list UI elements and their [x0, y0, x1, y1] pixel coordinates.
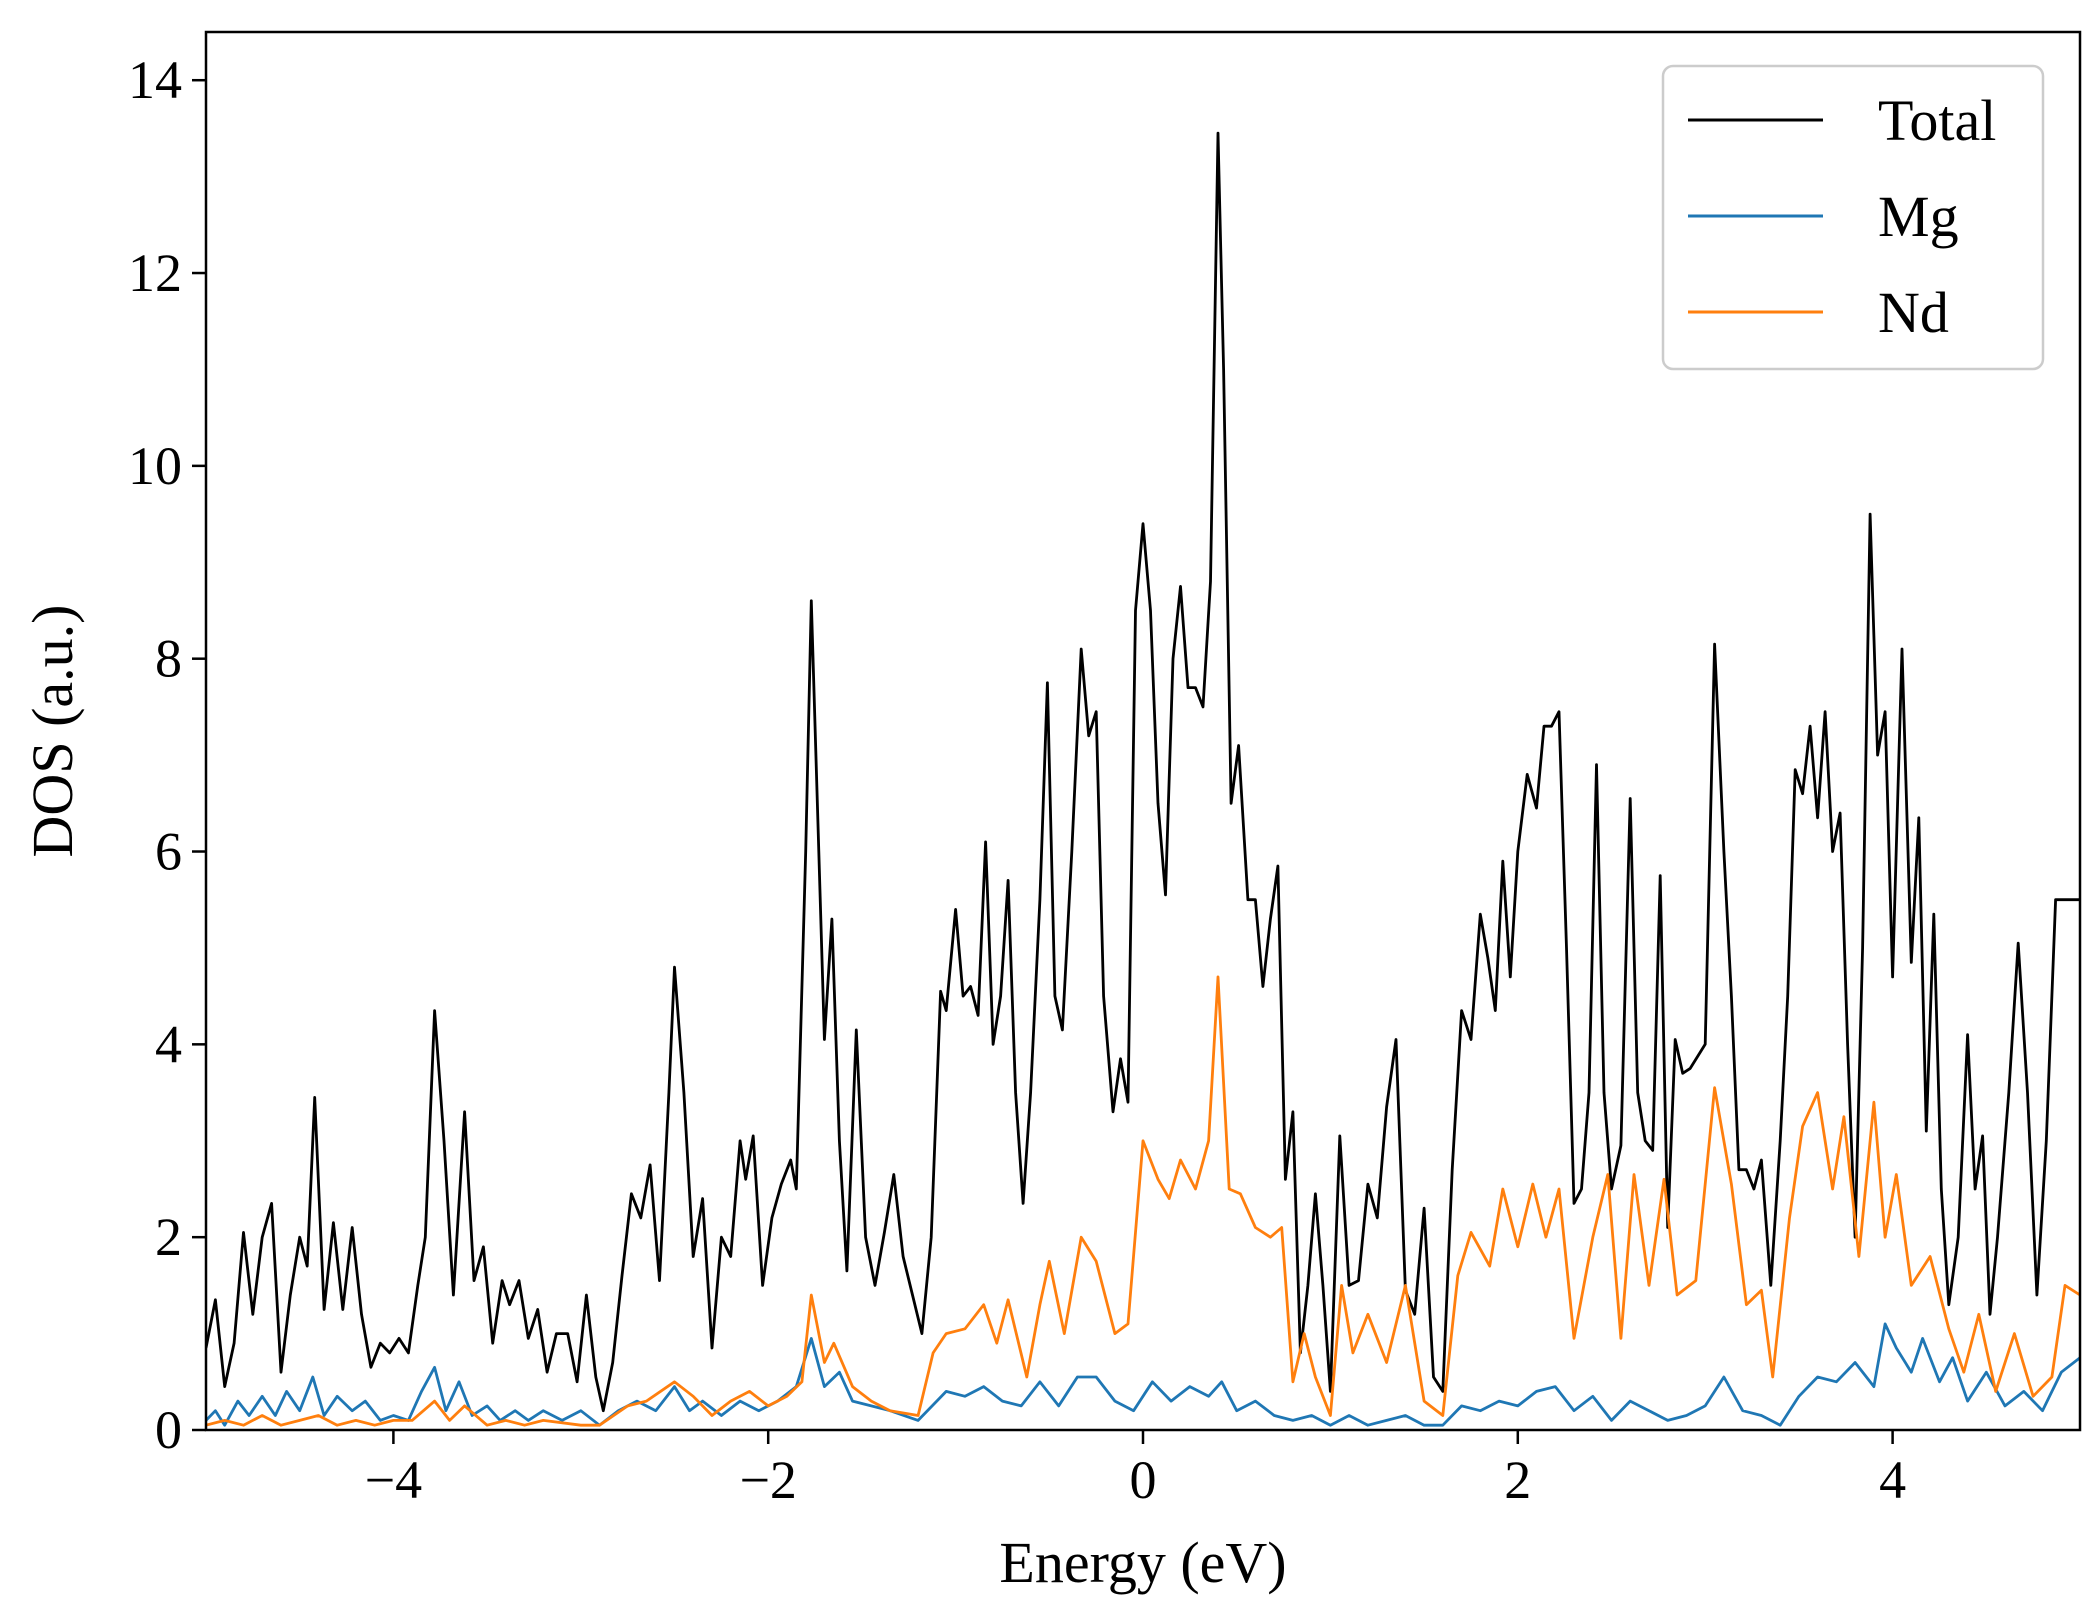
- y-tick-label: 4: [155, 1014, 182, 1074]
- legend-label-nd: Nd: [1878, 280, 1949, 345]
- y-tick-label: 10: [128, 436, 182, 496]
- x-tick-label: −4: [365, 1450, 422, 1510]
- x-axis-title: Energy (eV): [999, 1530, 1286, 1595]
- series-line-mg: [206, 1322, 2080, 1427]
- x-tick-label: 4: [1879, 1450, 1906, 1510]
- x-tick-label: 0: [1130, 1450, 1157, 1510]
- y-tick-label: 12: [128, 243, 182, 303]
- legend-items: Total Mg Nd: [1688, 88, 1996, 345]
- legend: Total Mg Nd: [1661, 64, 2045, 371]
- y-tick-label: 2: [155, 1207, 182, 1267]
- series-line-nd: [206, 975, 2080, 1427]
- y-tick-label: 14: [128, 50, 182, 110]
- legend-box: [1661, 64, 2045, 371]
- x-tick-label: 2: [1504, 1450, 1531, 1510]
- y-tick-label: 8: [155, 629, 182, 689]
- x-tick-label: −2: [739, 1450, 796, 1510]
- y-axis-title: DOS (a.u.): [20, 605, 85, 858]
- y-tick-label: 6: [155, 822, 182, 882]
- y-tick-label: 0: [155, 1400, 182, 1460]
- plot-area: [204, 30, 2082, 1432]
- legend-label-total: Total: [1878, 88, 1996, 153]
- series-layer: [206, 131, 2080, 1427]
- y-axis-ticks: 0 2 4 6 8 10 12 14: [128, 50, 206, 1460]
- legend-label-mg: Mg: [1878, 184, 1959, 249]
- series-line-total: [206, 131, 2080, 1413]
- x-axis-ticks: −4 −2 0 2 4: [365, 1430, 1906, 1510]
